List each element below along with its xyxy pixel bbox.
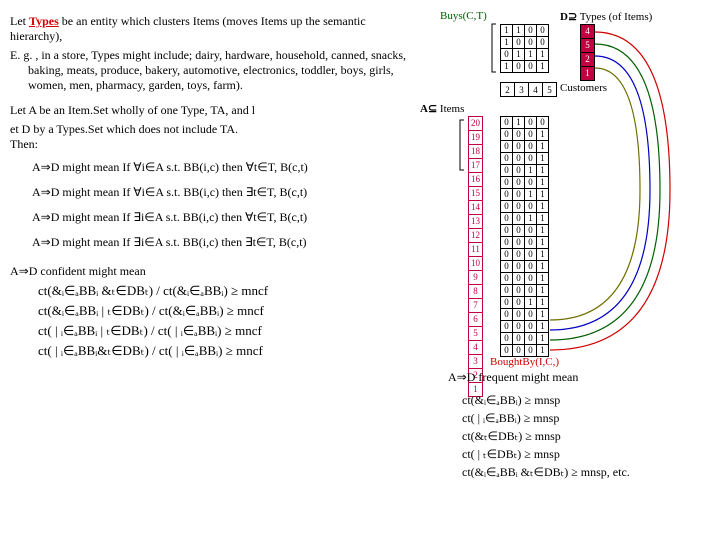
frequent-2: ct( | ᵢ∈ₐBBᵢ) ≥ mnsp [462, 411, 708, 426]
then-line: Then: [10, 137, 410, 152]
frequent-4: ct( | ₜ∈DBₜ) ≥ mnsp [462, 447, 708, 462]
buys-label: Buys(C,T) [440, 10, 487, 22]
let-prefix: Let [10, 14, 29, 28]
customer-row: 2345 [500, 82, 557, 97]
frequent-5: ct(&ᵢ∈ₐBBᵢ &ₜ∈DBₜ) ≥ mnsp, etc. [462, 465, 708, 480]
intro-line1: Let Types be an entity which clusters It… [10, 14, 410, 44]
types-of-items: Types (of Items) [580, 11, 653, 23]
d-supset: D⊇ [560, 11, 577, 23]
frequent-block: A⇒D frequent might mean ct(&ᵢ∈ₐBBᵢ) ≥ mn… [448, 370, 708, 480]
frequent-3: ct(&ₜ∈DBₜ) ≥ mnsp [462, 429, 708, 444]
let-a-line1: Let A be an Item.Set wholly of one Type,… [10, 103, 410, 118]
confident-1: ct(&ᵢ∈ₐBBᵢ &ₜ∈DBₜ) / ct(&ᵢ∈ₐBBᵢ) ≥ mncf [38, 283, 410, 299]
implication-4: A⇒D might mean If ∃i∈A s.t. BB(i,c) then… [32, 235, 410, 250]
example-para: E. g. , in a store, Types might include;… [10, 48, 410, 93]
frequent-header: A⇒D frequent might mean [448, 370, 708, 385]
implication-3: A⇒D might mean If ∃i∈A s.t. BB(i,c) then… [32, 210, 410, 225]
intro-rest: be an entity which clusters Items (moves… [10, 14, 366, 43]
connection-wires [420, 10, 710, 370]
implication-2: A⇒D might mean If ∀i∈A s.t. BB(i,c) then… [32, 185, 410, 200]
a-subset: A⊆ [420, 103, 437, 115]
confident-2: ct(&ᵢ∈ₐBBᵢ | ₜ∈DBₜ) / ct(&ᵢ∈ₐBBᵢ) ≥ mncf [38, 303, 410, 319]
bought-label: BoughtBy(I,C,) [490, 356, 559, 368]
text-body: Let Types be an entity which clusters It… [10, 14, 410, 359]
types-keyword: Types [29, 14, 59, 28]
confident-4: ct( | ᵢ∈ₐBBᵢ&ₜ∈DBₜ) / ct( | ᵢ∈ₐBBᵢ) ≥ mn… [38, 343, 410, 359]
type-id-col: 4521 [580, 24, 595, 81]
item-index-col: 2019181716151413121110987654321 [468, 116, 483, 397]
bought-matrix: 0100000100010001001100010011000100110001… [500, 116, 549, 357]
items-label: Items [440, 103, 464, 115]
customers-label: Customers [560, 82, 607, 94]
confident-3: ct( | ᵢ∈ₐBBᵢ | ₜ∈DBₜ) / ct( | ᵢ∈ₐBBᵢ) ≥ … [38, 323, 410, 339]
top-matrix: 1100100001111001 [500, 24, 549, 73]
implication-1: A⇒D might mean If ∀i∈A s.t. BB(i,c) then… [32, 160, 410, 175]
let-a-line2: et D by a Types.Set which does not inclu… [10, 122, 410, 137]
confident-header: A⇒D confident might mean [10, 264, 410, 279]
frequent-1: ct(&ᵢ∈ₐBBᵢ) ≥ mnsp [462, 393, 708, 408]
